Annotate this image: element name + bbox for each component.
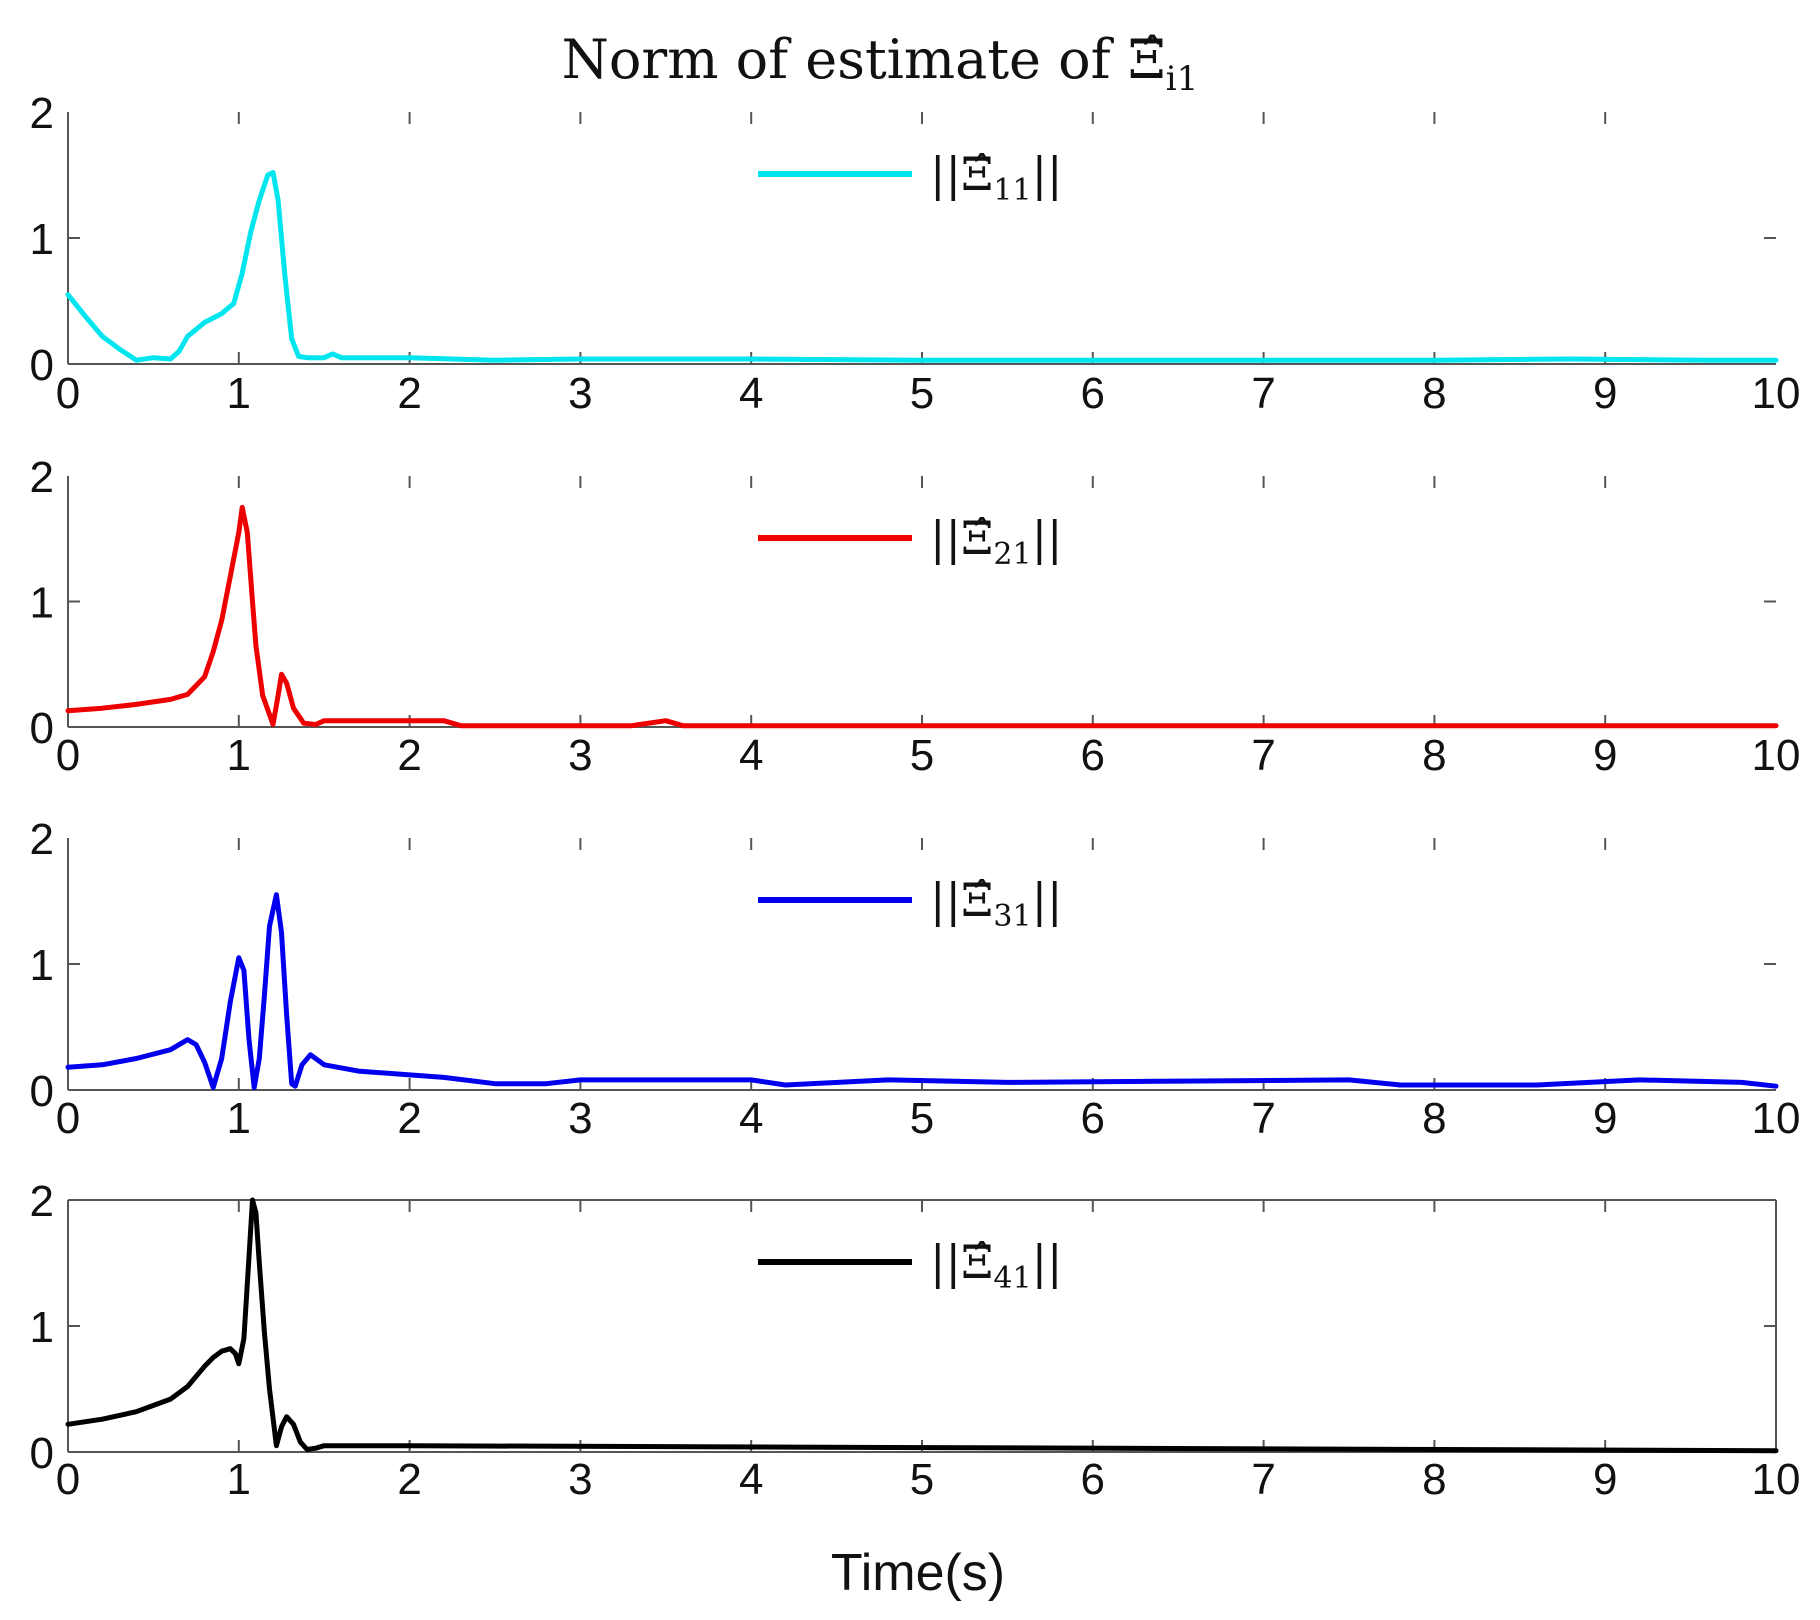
series-line xyxy=(65,504,1779,729)
y-tick-label: 1 xyxy=(30,579,54,628)
x-tick-label: 10 xyxy=(1752,731,1801,780)
y-tick-label: 0 xyxy=(30,1429,54,1478)
legend-label-main: ||Ξ̂ xyxy=(930,511,993,565)
x-tick-label: 4 xyxy=(739,1094,763,1143)
x-tick-label: 5 xyxy=(910,1455,934,1504)
x-tick-label: 8 xyxy=(1422,369,1446,418)
x-tick-label: 9 xyxy=(1593,1094,1617,1143)
y-tick-label: 2 xyxy=(30,453,54,502)
chart-title-main: Norm of estimate of Ξ̂ xyxy=(562,28,1166,91)
legend-label-main: ||Ξ̂ xyxy=(930,873,993,927)
legend-label-subscript: 11 xyxy=(993,173,1031,208)
x-tick-label: 3 xyxy=(568,1455,592,1504)
x-tick-label: 7 xyxy=(1251,1455,1275,1504)
legend-label-suffix: || xyxy=(1032,873,1063,927)
x-tick-label: 6 xyxy=(1081,1094,1105,1143)
x-tick-label: 4 xyxy=(739,731,763,780)
legend-label-subscript: 31 xyxy=(993,899,1031,934)
x-tick-label: 2 xyxy=(397,1094,421,1143)
x-tick-label: 2 xyxy=(397,731,421,780)
panel-4: 0 1 2 3 4 5 6 7 8 9 10 0 1 2 ||Ξ̂41|| xyxy=(30,1177,1801,1504)
x-tick-label: 4 xyxy=(739,369,763,418)
x-tick-label: 3 xyxy=(568,369,592,418)
x-tick-label: 3 xyxy=(568,731,592,780)
x-tick-label: 2 xyxy=(397,369,421,418)
legend-label: ||Ξ̂11|| xyxy=(930,147,1063,208)
x-tick-label: 5 xyxy=(910,369,934,418)
legend-label-main: ||Ξ̂ xyxy=(930,1235,993,1289)
y-tick-label: 2 xyxy=(30,89,54,138)
x-tick-label: 9 xyxy=(1593,731,1617,780)
legend-label-subscript: 21 xyxy=(993,537,1031,572)
y-tick-label: 0 xyxy=(30,341,54,390)
y-tick-label: 2 xyxy=(30,1177,54,1226)
x-tick-label: 8 xyxy=(1422,1094,1446,1143)
x-tick-label: 1 xyxy=(227,1455,251,1504)
x-tick-label: 8 xyxy=(1422,731,1446,780)
series-line xyxy=(65,892,1779,1090)
legend-label: ||Ξ̂31|| xyxy=(930,873,1063,934)
y-tick-label: 0 xyxy=(30,1067,54,1116)
legend-label: ||Ξ̂21|| xyxy=(930,511,1063,572)
x-tick-label: 8 xyxy=(1422,1455,1446,1504)
chart-title: Norm of estimate of Ξ̂i1 xyxy=(562,28,1199,99)
x-tick-label: 7 xyxy=(1251,731,1275,780)
x-tick-label: 0 xyxy=(56,1094,80,1143)
x-tick-label: 2 xyxy=(397,1455,421,1504)
x-tick-label: 0 xyxy=(56,369,80,418)
y-tick-label: 2 xyxy=(30,815,54,864)
x-tick-label: 1 xyxy=(227,1094,251,1143)
series-line xyxy=(65,170,1779,363)
x-tick-label: 7 xyxy=(1251,369,1275,418)
x-tick-label: 6 xyxy=(1081,731,1105,780)
x-tick-label: 3 xyxy=(568,1094,592,1143)
legend-label: ||Ξ̂41|| xyxy=(930,1235,1063,1296)
x-tick-label: 7 xyxy=(1251,1094,1275,1143)
panel-1: 0 1 2 3 4 5 6 7 8 9 10 0 1 2 ||Ξ̂11|| xyxy=(30,89,1801,418)
x-tick-label: 1 xyxy=(227,731,251,780)
legend-label-main: ||Ξ̂ xyxy=(930,147,993,201)
y-tick-label: 1 xyxy=(30,941,54,990)
x-axis-label: Time(s) xyxy=(831,1544,1005,1602)
legend-label-suffix: || xyxy=(1032,511,1063,565)
y-tick-label: 1 xyxy=(30,215,54,264)
series-line xyxy=(65,1197,1779,1454)
legend-label-suffix: || xyxy=(1032,147,1063,201)
x-tick-label: 5 xyxy=(910,731,934,780)
legend-label-suffix: || xyxy=(1032,1235,1063,1289)
x-tick-label: 0 xyxy=(56,731,80,780)
y-tick-label: 0 xyxy=(30,704,54,753)
panel-3: 0 1 2 3 4 5 6 7 8 9 10 0 1 2 ||Ξ̂31|| xyxy=(30,815,1801,1143)
x-tick-label: 9 xyxy=(1593,369,1617,418)
x-tick-label: 9 xyxy=(1593,1455,1617,1504)
x-tick-label: 4 xyxy=(739,1455,763,1504)
x-tick-label: 6 xyxy=(1081,1455,1105,1504)
legend-label-subscript: 41 xyxy=(993,1261,1031,1296)
x-tick-label: 5 xyxy=(910,1094,934,1143)
x-tick-label: 10 xyxy=(1752,369,1801,418)
x-tick-label: 0 xyxy=(56,1455,80,1504)
y-tick-label: 1 xyxy=(30,1303,54,1352)
x-tick-label: 6 xyxy=(1081,369,1105,418)
x-tick-label: 10 xyxy=(1752,1094,1801,1143)
panel-2: 0 1 2 3 4 5 6 7 8 9 10 0 1 2 ||Ξ̂21|| xyxy=(30,453,1801,780)
chart-title-subscript: i1 xyxy=(1166,59,1199,99)
x-tick-label: 10 xyxy=(1752,1455,1801,1504)
x-tick-label: 1 xyxy=(227,369,251,418)
